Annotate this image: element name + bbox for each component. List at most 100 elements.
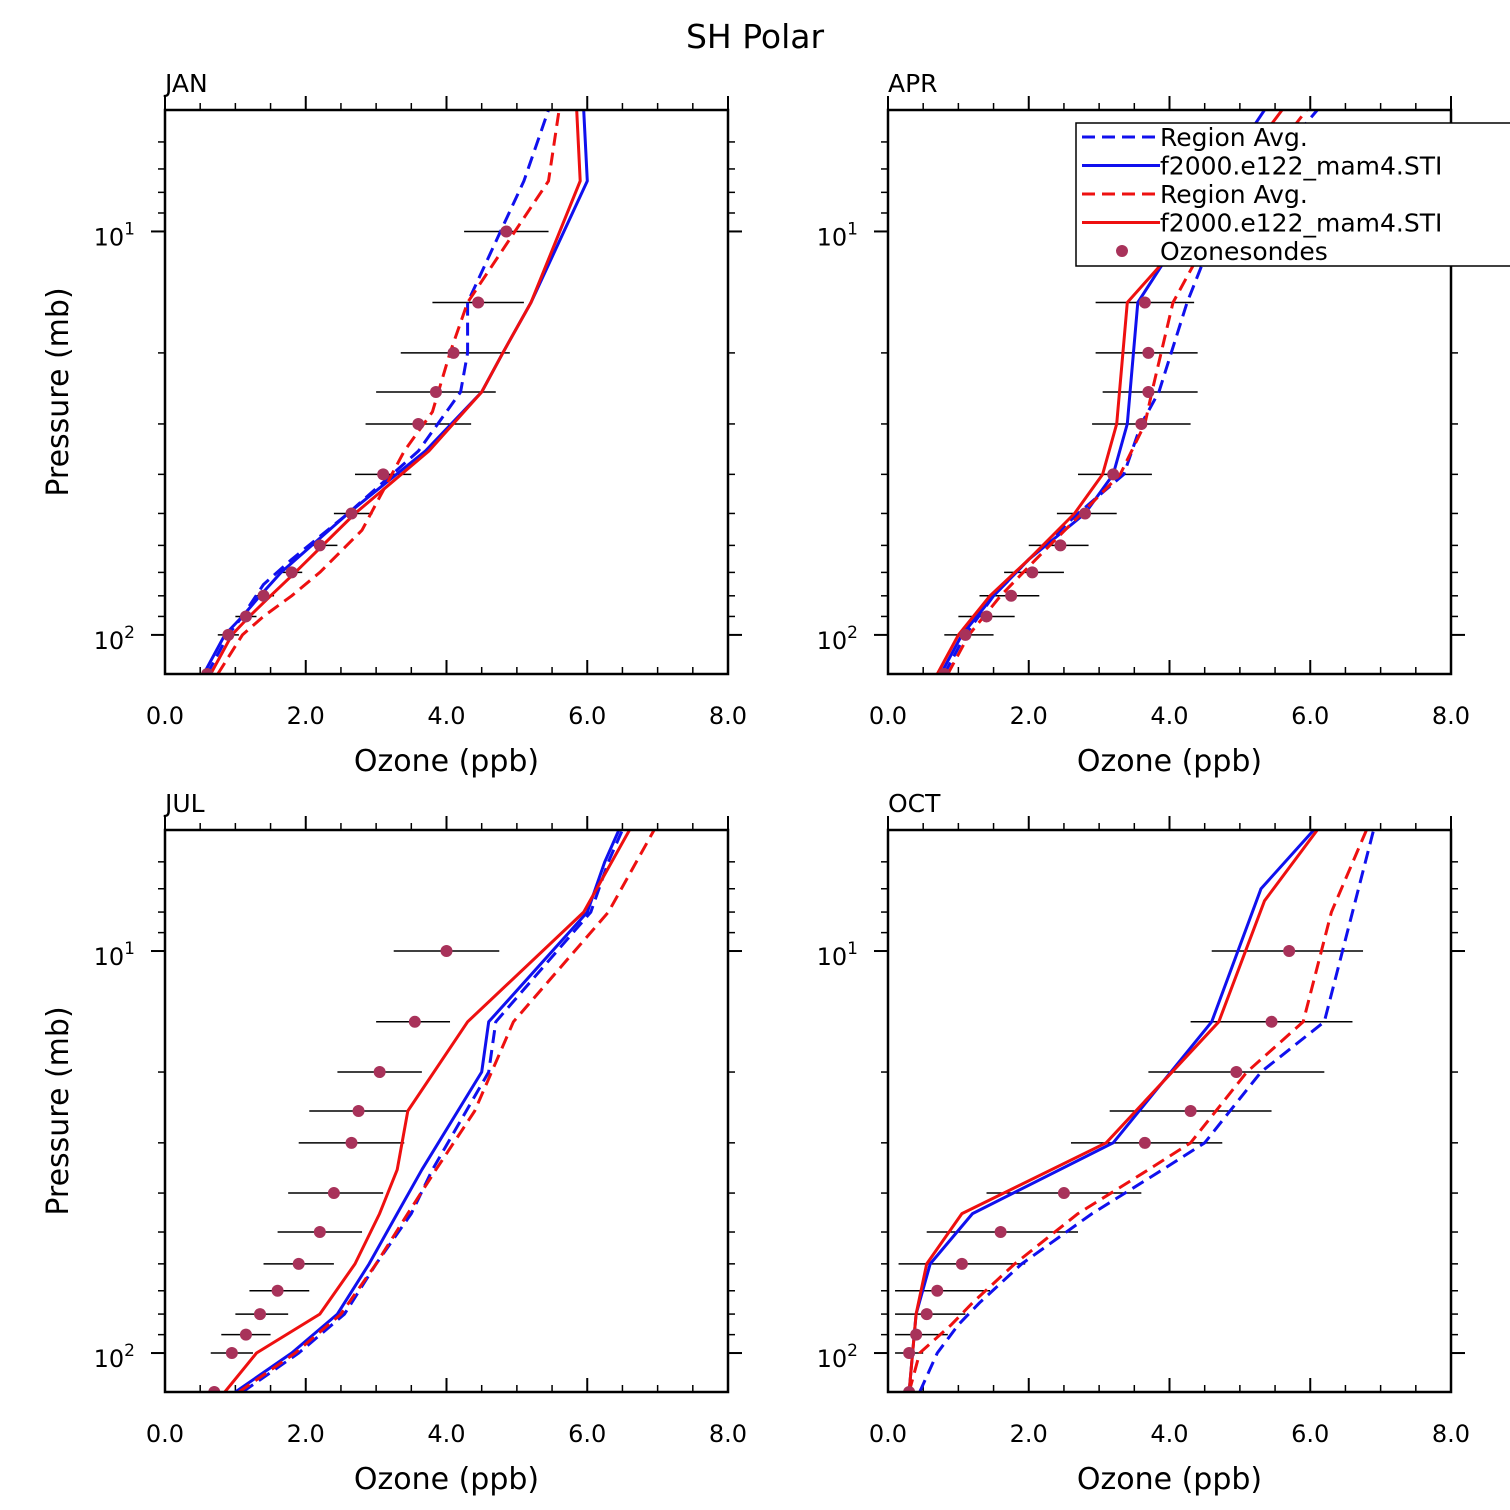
panel-jan: JAN 0.0 2.0 4.0 6.0 8.0 101 102 Ozone (ppb) Press… xyxy=(41,69,747,779)
obs-point xyxy=(345,507,358,520)
x-tick-label: 6.0 xyxy=(1291,702,1329,730)
panel-title: JAN xyxy=(163,69,208,98)
x-tick-label: 8.0 xyxy=(709,702,747,730)
obs-point xyxy=(1142,346,1155,359)
x-tick-label: 4.0 xyxy=(427,1420,465,1448)
panel-title: JUL xyxy=(163,789,205,818)
obs-point xyxy=(222,628,235,641)
y-tick-label: 101 xyxy=(94,219,135,251)
x-tick-label: 8.0 xyxy=(1432,1420,1470,1448)
obs-point xyxy=(955,1257,968,1270)
x-tick-label: 0.0 xyxy=(869,1420,907,1448)
y-tick-label: 102 xyxy=(817,623,858,655)
x-tick-label: 6.0 xyxy=(568,702,606,730)
obs-point xyxy=(910,1328,923,1341)
obs-point xyxy=(201,668,214,674)
obs-point xyxy=(472,296,485,309)
series-line-blue-dashed xyxy=(241,830,624,1392)
x-tick-label: 6.0 xyxy=(1291,1420,1329,1448)
obs-point xyxy=(1184,1105,1197,1117)
x-tick-label: 0.0 xyxy=(869,702,907,730)
legend-label: Region Avg. xyxy=(1160,180,1308,209)
y-tick-label: 102 xyxy=(817,1341,858,1373)
obs-point xyxy=(1107,468,1120,481)
plot-area xyxy=(935,110,1319,674)
x-tick-label: 0.0 xyxy=(146,702,184,730)
obs-point xyxy=(959,628,972,641)
obs-point xyxy=(208,1386,221,1392)
panel-title: APR xyxy=(888,69,938,98)
x-tick-label: 4.0 xyxy=(427,702,465,730)
obs-point xyxy=(931,1284,944,1297)
x-axis-label: Ozone (ppb) xyxy=(354,744,539,779)
obs-point xyxy=(408,1015,421,1028)
x-tick-label: 2.0 xyxy=(287,702,325,730)
obs-point xyxy=(1265,1015,1278,1028)
obs-point xyxy=(271,1284,284,1297)
obs-point xyxy=(447,346,460,359)
obs-point xyxy=(1054,539,1067,552)
obs-point xyxy=(1138,296,1151,309)
y-tick-label: 101 xyxy=(94,939,135,971)
obs-point xyxy=(239,1328,252,1341)
legend-label: Region Avg. xyxy=(1160,123,1308,152)
obs-point xyxy=(920,1308,933,1321)
panel-apr: APR 0.0 2.0 4.0 6.0 8.0 101 102 Ozone (ppb) xyxy=(817,69,1470,779)
obs-point xyxy=(938,668,951,674)
x-axis-label: Ozone (ppb) xyxy=(354,1462,539,1497)
obs-point xyxy=(1138,1136,1151,1149)
x-tick-label: 2.0 xyxy=(287,1420,325,1448)
obs-point xyxy=(1283,945,1296,958)
obs-point xyxy=(1142,386,1155,398)
legend-marker xyxy=(1116,245,1128,257)
obs-point xyxy=(1057,1187,1070,1200)
x-axis-label: Ozone (ppb) xyxy=(1077,1462,1262,1497)
series-line-red-solid xyxy=(935,110,1284,674)
plot-frame xyxy=(163,828,730,1394)
series-line-red-dashed xyxy=(907,830,1368,1392)
plot-frame xyxy=(886,828,1453,1394)
obs-point xyxy=(257,589,270,602)
obs-point xyxy=(285,566,298,579)
obs-point xyxy=(254,1308,267,1321)
series-line-blue-dashed xyxy=(918,830,1376,1392)
y-axis-label: Pressure (mb) xyxy=(41,1006,76,1215)
obs-point xyxy=(1135,417,1148,430)
legend-label: Ozonesondes xyxy=(1160,237,1328,266)
obs-point xyxy=(980,610,993,623)
plot-area xyxy=(208,830,656,1392)
x-tick-label: 2.0 xyxy=(1010,702,1048,730)
y-tick-label: 102 xyxy=(94,623,135,655)
panel-oct: OCT 0.0 2.0 4.0 6.0 8.0 101 102 Ozone (ppb) xyxy=(817,789,1470,1497)
plot-area xyxy=(201,110,589,674)
x-tick-label: 8.0 xyxy=(1432,702,1470,730)
y-tick-label: 101 xyxy=(817,219,858,251)
plot-frame xyxy=(163,108,730,676)
obs-point xyxy=(903,1386,916,1392)
series-line-red-dashed xyxy=(238,830,656,1392)
plot-frame xyxy=(886,108,1453,676)
legend-label: f2000.e122_mam4.STI xyxy=(1160,152,1442,181)
obs-point xyxy=(1026,566,1039,579)
legend-label: f2000.e122_mam4.STI xyxy=(1160,209,1442,238)
obs-point xyxy=(313,539,326,552)
obs-point xyxy=(1230,1066,1243,1079)
x-axis-label: Ozone (ppb) xyxy=(1077,744,1262,779)
obs-point xyxy=(429,386,442,398)
x-tick-label: 2.0 xyxy=(1010,1420,1048,1448)
obs-point xyxy=(500,225,513,238)
obs-point xyxy=(1005,589,1018,602)
obs-point xyxy=(440,945,453,958)
series-line-blue-solid xyxy=(234,830,621,1392)
series-line-red-solid xyxy=(223,830,631,1392)
x-tick-label: 4.0 xyxy=(1150,1420,1188,1448)
obs-point xyxy=(412,417,425,430)
obs-point xyxy=(373,1066,386,1079)
obs-point xyxy=(225,1347,238,1360)
x-tick-label: 6.0 xyxy=(568,1420,606,1448)
y-tick-label: 102 xyxy=(94,1341,135,1373)
plot-area xyxy=(895,830,1376,1392)
y-tick-label: 101 xyxy=(817,939,858,971)
